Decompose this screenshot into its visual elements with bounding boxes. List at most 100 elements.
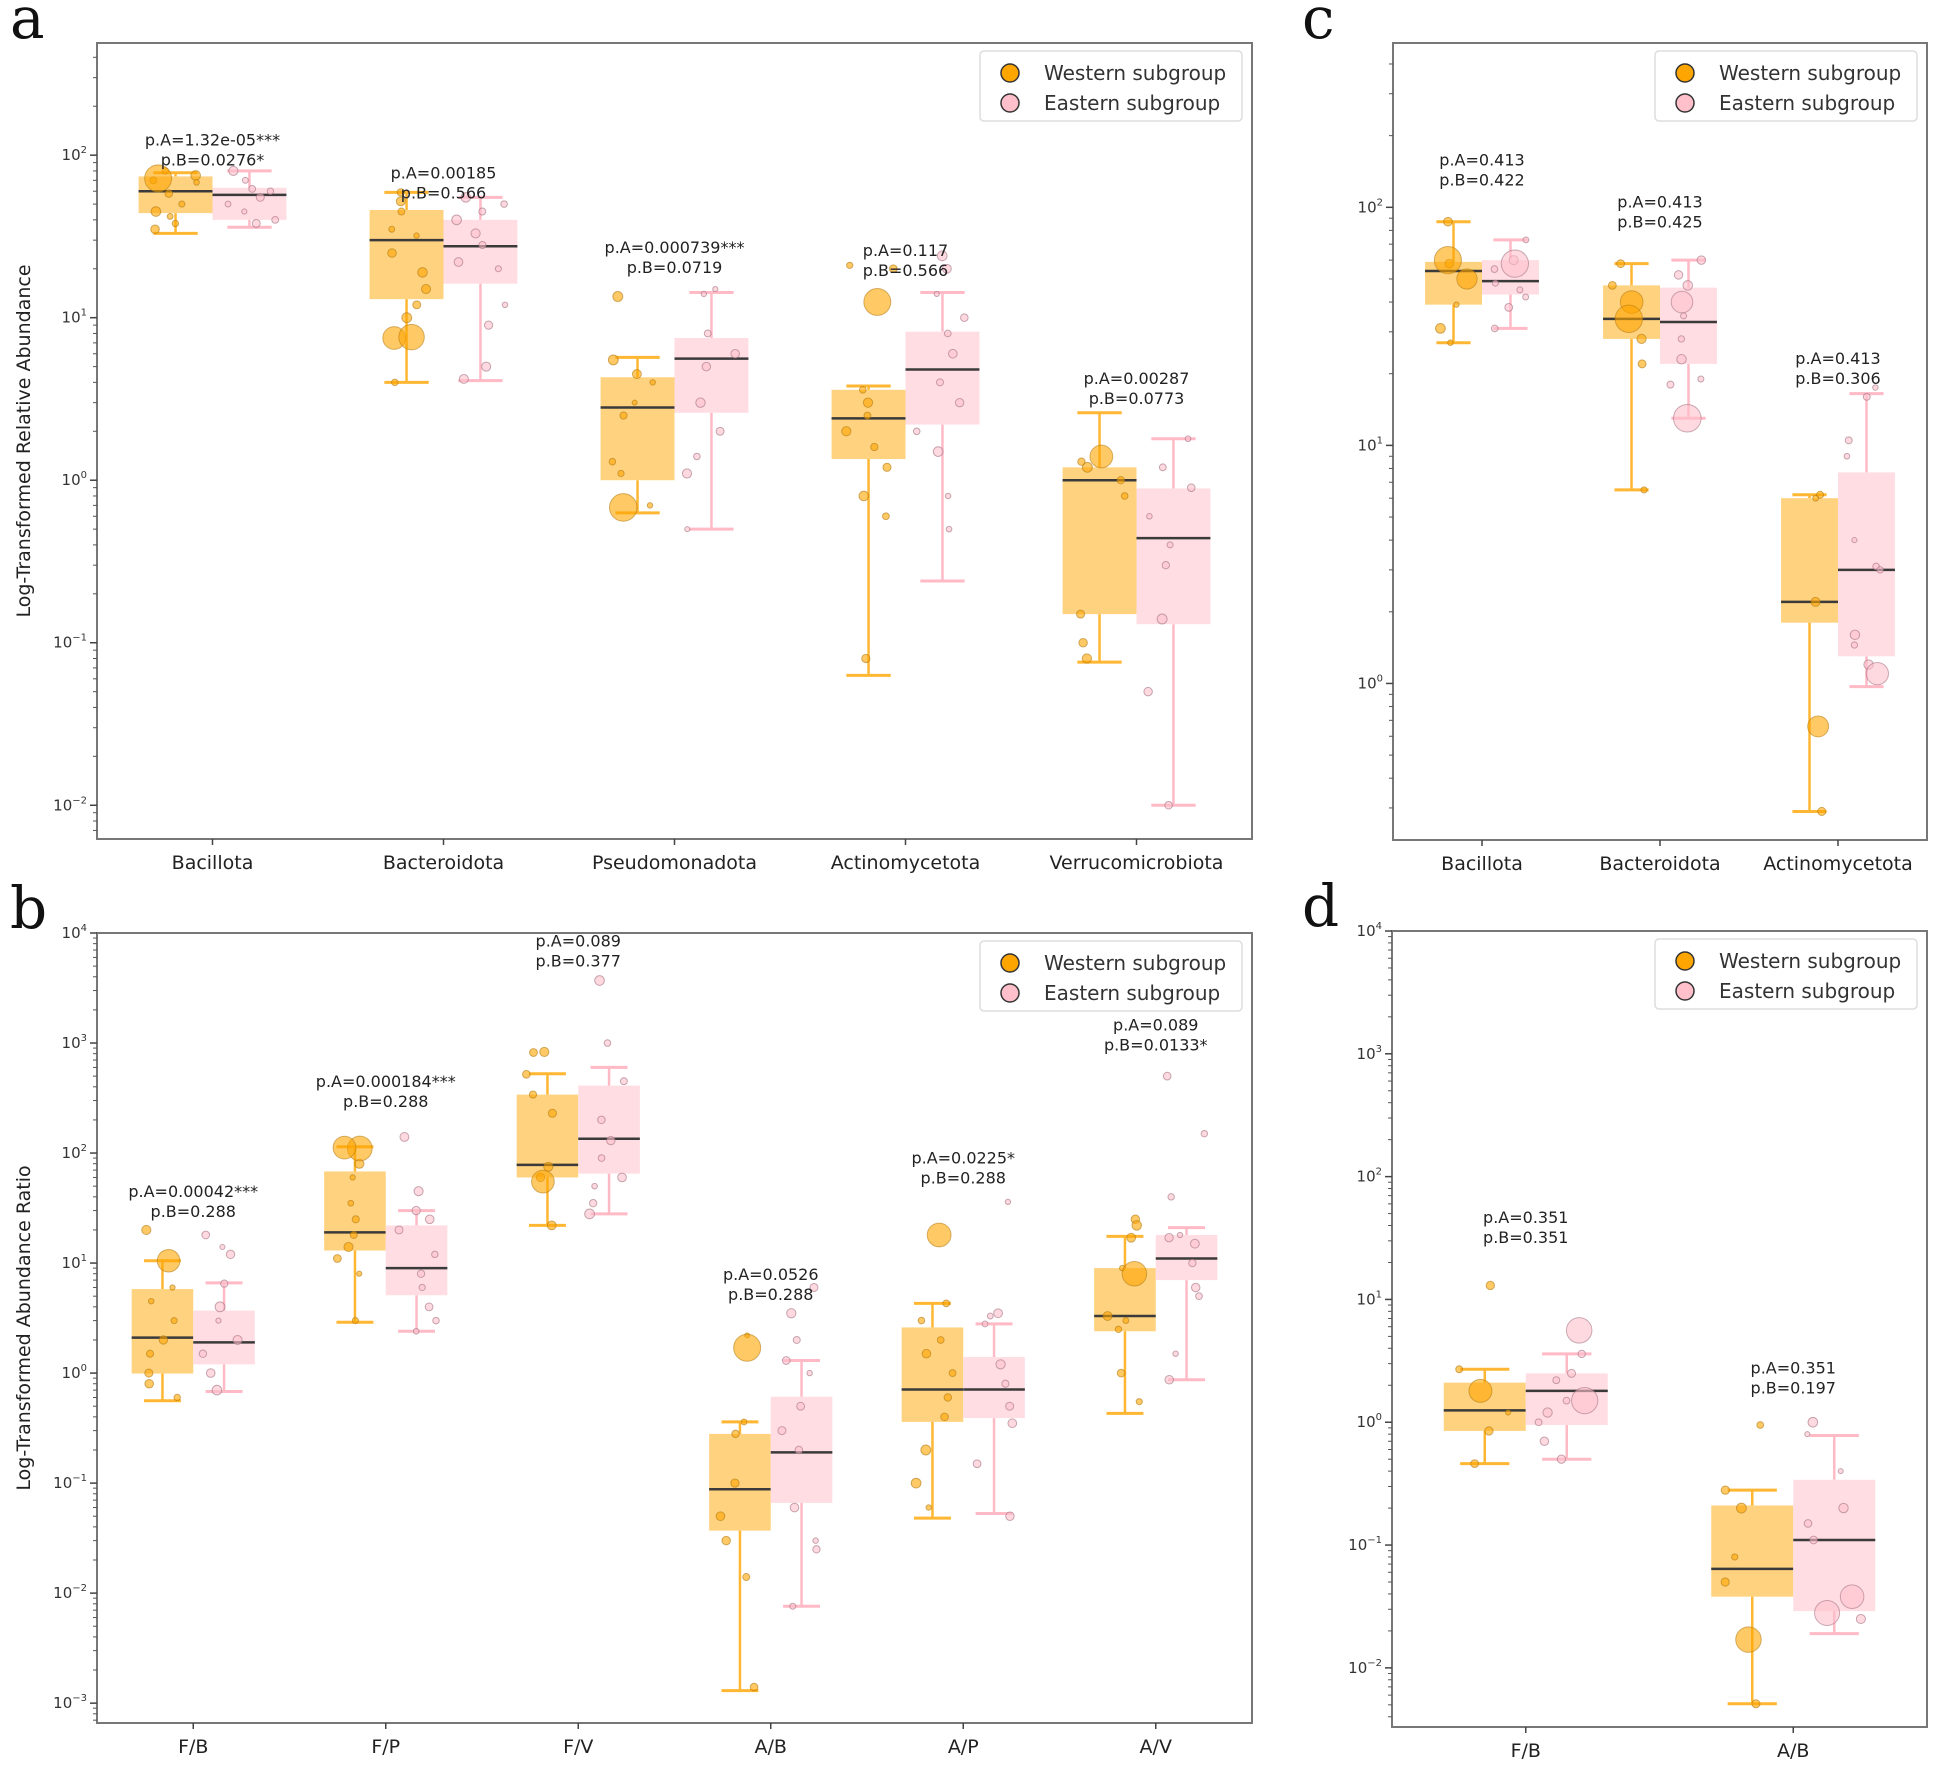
data-point (1522, 236, 1530, 244)
data-point (171, 219, 180, 228)
data-point (933, 290, 940, 298)
data-point (215, 1317, 222, 1324)
data-point (1616, 259, 1626, 269)
box-iqr (1062, 467, 1137, 615)
plot-frame (1392, 42, 1928, 841)
data-point (1666, 380, 1675, 389)
data-point (1542, 1407, 1553, 1418)
data-point (681, 468, 693, 479)
data-point (730, 348, 740, 359)
y-tick-label: 10−3 (53, 1693, 87, 1712)
legend-label: Eastern subgroup (1044, 91, 1220, 115)
data-point (859, 385, 867, 394)
data-point-large (1571, 1387, 1599, 1415)
x-tick-label: Verrucomicrobiota (1050, 852, 1224, 874)
data-point (649, 379, 656, 386)
data-point (421, 284, 432, 295)
data-point (1682, 280, 1694, 291)
y-tick-label: 10−2 (1348, 1658, 1382, 1677)
p-value-a: p.A=0.351 (1483, 1208, 1568, 1227)
p-value-b: p.B=0.288 (921, 1169, 1006, 1188)
y-tick-label: 102 (1357, 1167, 1382, 1186)
data-point (1453, 301, 1460, 308)
data-point-large (1500, 249, 1529, 278)
data-point (960, 313, 969, 322)
data-point (1200, 1129, 1209, 1138)
data-point (740, 1418, 748, 1426)
data-point (1007, 1418, 1018, 1429)
legend: Western subgroup Eastern subgroup (979, 940, 1243, 1012)
data-point (995, 1359, 1006, 1370)
data-point (794, 1445, 804, 1455)
data-point-large (1614, 304, 1644, 334)
data-point (1817, 806, 1827, 816)
y-tick-label: 101 (1358, 435, 1383, 454)
data-point (932, 446, 944, 457)
data-point (1534, 1418, 1543, 1427)
p-value-b: p.B=0.0276* (161, 150, 265, 169)
legend: Western subgroup Eastern subgroup (1654, 938, 1918, 1010)
data-point-large (608, 493, 638, 522)
data-point-large (1865, 661, 1889, 686)
data-point (584, 1208, 595, 1220)
p-value-a: p.A=0.0225* (911, 1149, 1015, 1168)
data-point (1443, 216, 1453, 227)
data-point (1156, 613, 1168, 625)
legend: Western subgroup Eastern subgroup (1654, 50, 1918, 122)
data-point (863, 411, 872, 420)
legend-frame (1654, 50, 1918, 122)
legend-label: Western subgroup (1719, 949, 1901, 973)
panel-letter-a: a (10, 0, 45, 52)
box-eastern-subgroup (905, 290, 980, 583)
p-value-a: p.A=0.413 (1795, 349, 1880, 368)
y-tick-label: 10−2 (53, 1583, 87, 1602)
x-tick-label: A/V (1140, 1736, 1172, 1758)
data-point (228, 165, 239, 177)
data-point (721, 1535, 731, 1546)
data-point (1803, 1519, 1813, 1528)
data-point (1005, 1401, 1015, 1411)
p-value-b: p.B=0.0133* (1104, 1035, 1208, 1054)
data-point-large (531, 1169, 555, 1194)
data-point (1751, 1699, 1761, 1709)
data-point (1120, 492, 1129, 500)
box-iqr (674, 337, 749, 413)
data-point (1577, 1349, 1586, 1359)
box-eastern-subgroup (385, 1209, 448, 1333)
data-point (412, 1327, 420, 1335)
box-iqr (443, 219, 518, 284)
data-point (619, 411, 628, 420)
p-value-b: p.B=0.306 (1795, 369, 1880, 388)
data-point-large (1839, 1584, 1865, 1609)
data-point (646, 502, 654, 509)
data-point (936, 1336, 945, 1344)
y-tick-label: 100 (62, 1363, 87, 1382)
data-point (416, 1269, 426, 1278)
data-point (942, 1299, 951, 1308)
data-point (943, 329, 952, 338)
x-tick-label: Pseudomonadota (592, 852, 757, 874)
data-point (522, 1069, 531, 1079)
y-axis-label: Log-Transformed Abundance Ratio (13, 1165, 35, 1490)
plot-frame (96, 932, 1253, 1724)
x-tick-label: F/P (371, 1736, 400, 1758)
data-point (1490, 265, 1499, 273)
legend-label: Western subgroup (1719, 61, 1901, 85)
data-point (395, 196, 406, 207)
box-eastern-subgroup (1136, 437, 1211, 807)
data-point (841, 426, 852, 437)
data-point (391, 378, 399, 387)
data-point (500, 200, 508, 208)
y-tick-label: 100 (1358, 673, 1383, 692)
data-point (684, 526, 691, 533)
p-value-b: p.B=0.197 (1751, 1378, 1836, 1397)
p-value-b: p.B=0.425 (1617, 212, 1702, 231)
data-point (1855, 1613, 1866, 1625)
data-point (1851, 537, 1858, 544)
data-point (882, 462, 892, 472)
data-point (220, 1279, 229, 1288)
p-value-a: p.A=0.000739*** (605, 238, 745, 257)
data-point (424, 1214, 435, 1225)
data-point (347, 1199, 355, 1207)
data-point (695, 397, 706, 408)
